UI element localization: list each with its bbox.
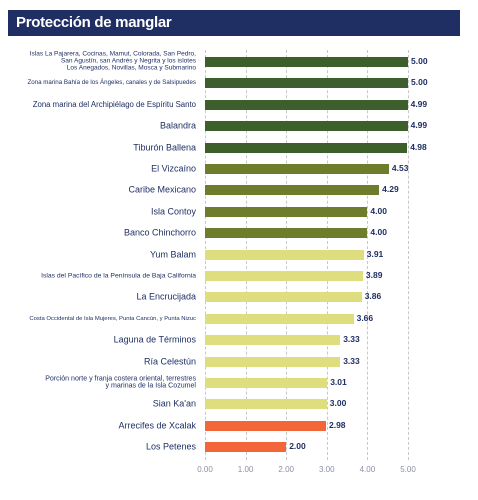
value-label: 4.99 bbox=[410, 98, 428, 109]
value-label: 3.00 bbox=[329, 398, 347, 409]
chart-title: Protección de manglar bbox=[8, 10, 460, 36]
category-label: Banco Chinchorro bbox=[123, 227, 196, 238]
x-tick-label: 5.00 bbox=[400, 465, 416, 474]
value-label: 5.00 bbox=[411, 77, 428, 88]
value-label: 5.00 bbox=[411, 56, 428, 66]
value-label: 3.66 bbox=[356, 312, 374, 323]
bar bbox=[205, 420, 326, 431]
bar bbox=[205, 378, 328, 388]
bar bbox=[205, 78, 408, 89]
value-label: 4.00 bbox=[370, 205, 387, 216]
x-tick-label: 1.00 bbox=[237, 465, 254, 474]
category-label: Islas La Pajarera, Cocinas, Mamut, Color… bbox=[29, 50, 196, 72]
value-label: 4.98 bbox=[410, 141, 427, 152]
category-label: Porción norte y franja costera oriental,… bbox=[45, 375, 196, 390]
bar bbox=[205, 313, 354, 324]
value-label: 3.89 bbox=[365, 270, 383, 280]
value-label: 3.01 bbox=[330, 377, 347, 387]
category-label: La Encrucijada bbox=[136, 291, 196, 302]
x-tick-label: 4.00 bbox=[359, 465, 376, 474]
bar bbox=[205, 292, 362, 303]
category-label: Yum Balam bbox=[149, 248, 196, 259]
bar bbox=[205, 356, 341, 367]
bar bbox=[205, 185, 380, 196]
bar bbox=[205, 228, 368, 239]
value-label: 3.33 bbox=[343, 334, 360, 345]
category-label: El Vizcaíno bbox=[151, 163, 196, 174]
bar bbox=[205, 99, 408, 110]
category-label: Tiburón Ballena bbox=[133, 141, 196, 152]
value-label: 4.99 bbox=[410, 120, 428, 131]
category-label: Arrecifes de Xcalak bbox=[118, 420, 196, 431]
bar bbox=[205, 206, 368, 217]
x-tick-label: 3.00 bbox=[319, 465, 335, 474]
x-tick-label: 2.00 bbox=[278, 465, 294, 474]
value-label: 2.00 bbox=[289, 441, 306, 452]
category-label: Zona marina Bahía de los Ángeles, canale… bbox=[27, 79, 196, 87]
value-label: 4.00 bbox=[370, 227, 387, 238]
value-label: 3.91 bbox=[366, 248, 384, 259]
category-label: Ría Celestún bbox=[143, 355, 196, 366]
category-label: Balandra bbox=[159, 120, 196, 131]
category-label: Caribe Mexicano bbox=[128, 184, 196, 195]
grid-line bbox=[367, 50, 369, 460]
grid-line bbox=[408, 50, 409, 460]
category-label: Sian Ka'an bbox=[152, 398, 196, 409]
x-tick-label: 0.00 bbox=[197, 465, 213, 474]
value-label: 4.53 bbox=[391, 163, 409, 173]
value-label: 3.33 bbox=[343, 355, 360, 366]
value-label: 3.86 bbox=[364, 291, 382, 302]
bar bbox=[205, 57, 408, 67]
category-label: Islas del Pacífico de la Península de Ba… bbox=[41, 272, 196, 280]
category-label: Costa Occidental de Isla Mujeres, Punta … bbox=[29, 315, 196, 322]
bar bbox=[205, 271, 363, 281]
category-label: Zona marina del Archipiélago de Espíritu… bbox=[32, 99, 196, 109]
bar bbox=[205, 142, 408, 153]
category-label: Los Petenes bbox=[145, 441, 196, 452]
bar bbox=[205, 399, 327, 410]
category-label: Isla Contoy bbox=[150, 206, 196, 217]
category-label: Laguna de Términos bbox=[113, 334, 196, 345]
value-label: 2.98 bbox=[328, 419, 346, 430]
bar bbox=[205, 121, 408, 132]
bar bbox=[205, 249, 364, 260]
value-label: 4.29 bbox=[382, 184, 399, 195]
bar bbox=[205, 335, 341, 346]
bar bbox=[205, 442, 287, 453]
bar bbox=[205, 164, 389, 174]
